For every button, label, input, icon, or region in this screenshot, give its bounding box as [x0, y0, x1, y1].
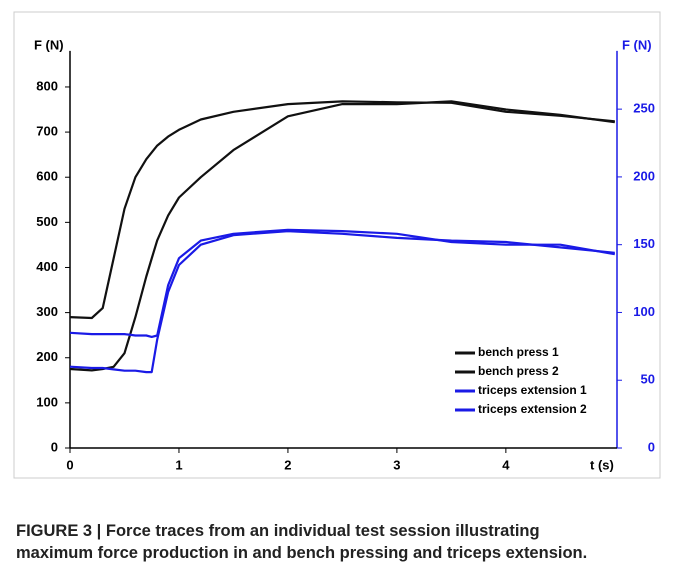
y2-tick-label: 100: [633, 304, 655, 319]
y2-tick-label: 50: [641, 372, 655, 387]
x-tick-label: 2: [284, 457, 291, 472]
caption-line: maximum force production in and bench pr…: [16, 544, 588, 562]
x-tick-label: 1: [175, 457, 182, 472]
x-tick-label: 3: [393, 457, 400, 472]
series-line: [69, 230, 615, 374]
y-tick-label: 800: [36, 78, 58, 93]
series-line: [69, 228, 615, 338]
y2-axis-label: F (N): [622, 37, 652, 52]
legend-label: bench press 2: [478, 364, 559, 378]
y2-tick-label: 150: [633, 236, 655, 251]
y-tick-label: 0: [51, 439, 58, 454]
x-axis-label: t (s): [590, 457, 614, 472]
y2-tick-label: 200: [633, 168, 655, 183]
x-tick-label: 0: [66, 457, 73, 472]
y-tick-label: 600: [36, 169, 58, 184]
y-tick-label: 500: [36, 214, 58, 229]
x-tick-label: 4: [502, 457, 510, 472]
caption-line: FIGURE 3 | Force traces from an individu…: [16, 522, 540, 540]
y2-tick-label: 250: [633, 101, 655, 116]
series-line: [69, 100, 615, 320]
legend-label: bench press 1: [478, 345, 559, 359]
y-tick-label: 100: [36, 394, 58, 409]
y2-tick-label: 0: [648, 439, 655, 454]
frame: [13, 11, 661, 479]
y-tick-label: 400: [36, 259, 58, 274]
caption: FIGURE 3 | Force traces from an individu…: [16, 520, 666, 564]
legend-label: triceps extension 1: [478, 383, 587, 397]
legend-label: triceps extension 2: [478, 402, 587, 416]
chart: F (N) F (N) t (s) 0100200300400500600700…: [13, 11, 661, 479]
y-tick-label: 700: [36, 124, 58, 139]
y-axis-label: F (N): [34, 37, 64, 52]
series-line: [69, 100, 615, 372]
y-tick-label: 300: [36, 304, 58, 319]
y-tick-label: 200: [36, 349, 58, 364]
